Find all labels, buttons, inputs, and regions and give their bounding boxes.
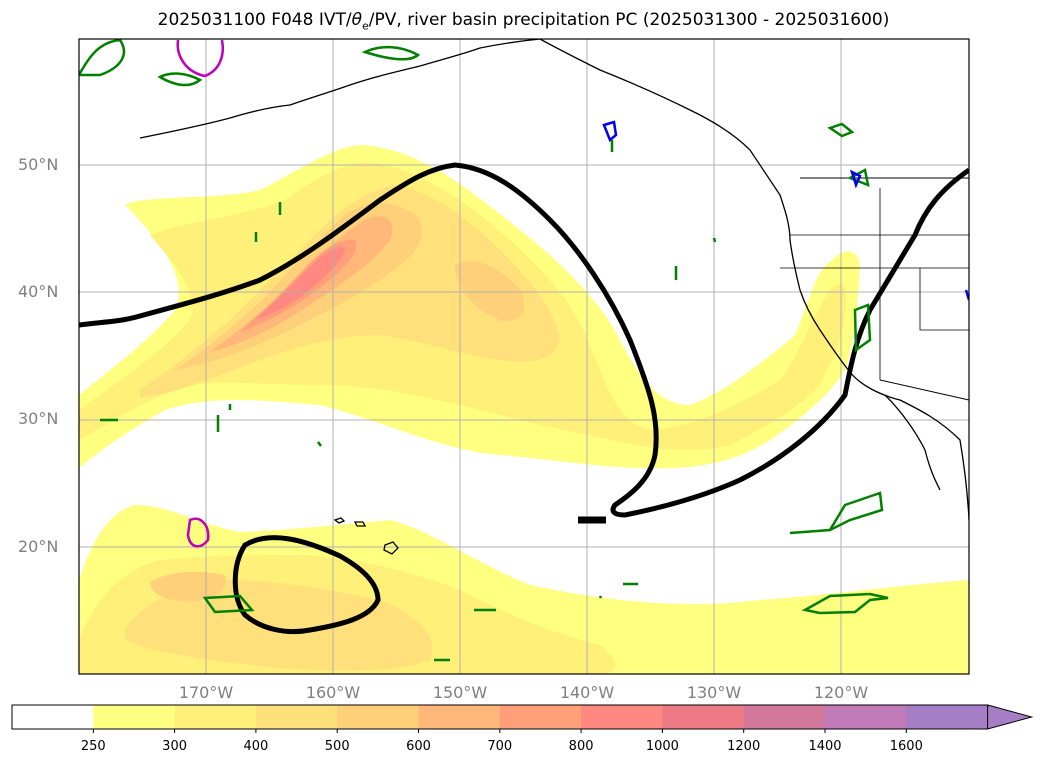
colorbar-segment xyxy=(662,705,745,729)
contour-magenta-1 xyxy=(176,39,224,78)
colorbar-segment xyxy=(12,705,94,729)
coastline-baja xyxy=(884,394,941,491)
contour-green-3 xyxy=(361,45,421,61)
coastline-aleutians xyxy=(139,104,291,139)
coastline-gulf-of-alaska xyxy=(539,39,969,521)
colorbar-tick-label: 400 xyxy=(243,739,269,754)
colorbar-segment xyxy=(93,705,176,729)
colorbar-extend-arrow xyxy=(987,704,1034,730)
colorbar-tick-label: 600 xyxy=(406,739,431,754)
colorbar xyxy=(11,704,1034,733)
ivt-region-south-400 xyxy=(125,580,433,671)
graticule xyxy=(79,39,969,674)
lat-label-30n: 30°N xyxy=(18,409,59,428)
colorbar-tick-label: 300 xyxy=(162,739,188,754)
state-borders xyxy=(780,188,969,380)
colorbar-segment xyxy=(174,705,257,729)
lon-label-150w: 150°W xyxy=(432,683,488,702)
colorbar-tick-label: 700 xyxy=(487,739,513,754)
lat-label-40n: 40°N xyxy=(18,282,59,301)
colorbar-segment xyxy=(255,705,338,729)
colorbar-segment xyxy=(499,705,582,729)
contour-green-dots xyxy=(100,140,717,662)
colorbar-segment xyxy=(906,705,989,729)
colorbar-tick-label: 1200 xyxy=(727,739,761,754)
colorbar-tick-label: 1000 xyxy=(645,739,679,754)
ivt-region-800 xyxy=(255,246,345,320)
lon-label-140w: 140°W xyxy=(559,683,615,702)
border-us-mexico xyxy=(879,379,969,401)
colorbar-segment xyxy=(418,705,501,729)
contour-blue-1 xyxy=(602,120,969,301)
map-border xyxy=(78,38,970,675)
contour-green-2 xyxy=(157,72,203,87)
lon-label-160w: 160°W xyxy=(305,683,361,702)
ivt-region-south-500 xyxy=(150,571,226,602)
colorbar-tick-label: 250 xyxy=(80,739,106,754)
map-title: 2025031100 F048 IVT/θe/PV, river basin p… xyxy=(157,10,890,33)
contour-green-5 xyxy=(202,491,889,615)
colorbar-tick-label: 500 xyxy=(324,739,350,754)
lon-label-130w: 130°W xyxy=(686,683,742,702)
coastline-alaska xyxy=(289,39,541,106)
contour-magenta-2 xyxy=(186,517,210,548)
lat-label-20n: 20°N xyxy=(18,537,59,556)
colorbar-segment xyxy=(825,705,907,729)
island-hawaii xyxy=(333,517,399,555)
colorbar-tick-label: 800 xyxy=(568,739,594,754)
colorbar-segment xyxy=(581,705,663,729)
colorbar-segment xyxy=(337,705,419,729)
lon-label-120w: 120°W xyxy=(813,683,869,702)
colorbar-tick-label: 1600 xyxy=(889,739,923,754)
coastlines xyxy=(139,39,969,555)
colorbar-tick-label: 1400 xyxy=(808,739,842,754)
colorbar-segment xyxy=(743,705,826,729)
ivt-region-500b xyxy=(455,261,524,321)
theta-e-contours xyxy=(79,39,969,662)
lon-label-170w: 170°W xyxy=(178,683,234,702)
lat-label-50n: 50°N xyxy=(18,155,59,174)
contour-green-1 xyxy=(79,39,126,77)
